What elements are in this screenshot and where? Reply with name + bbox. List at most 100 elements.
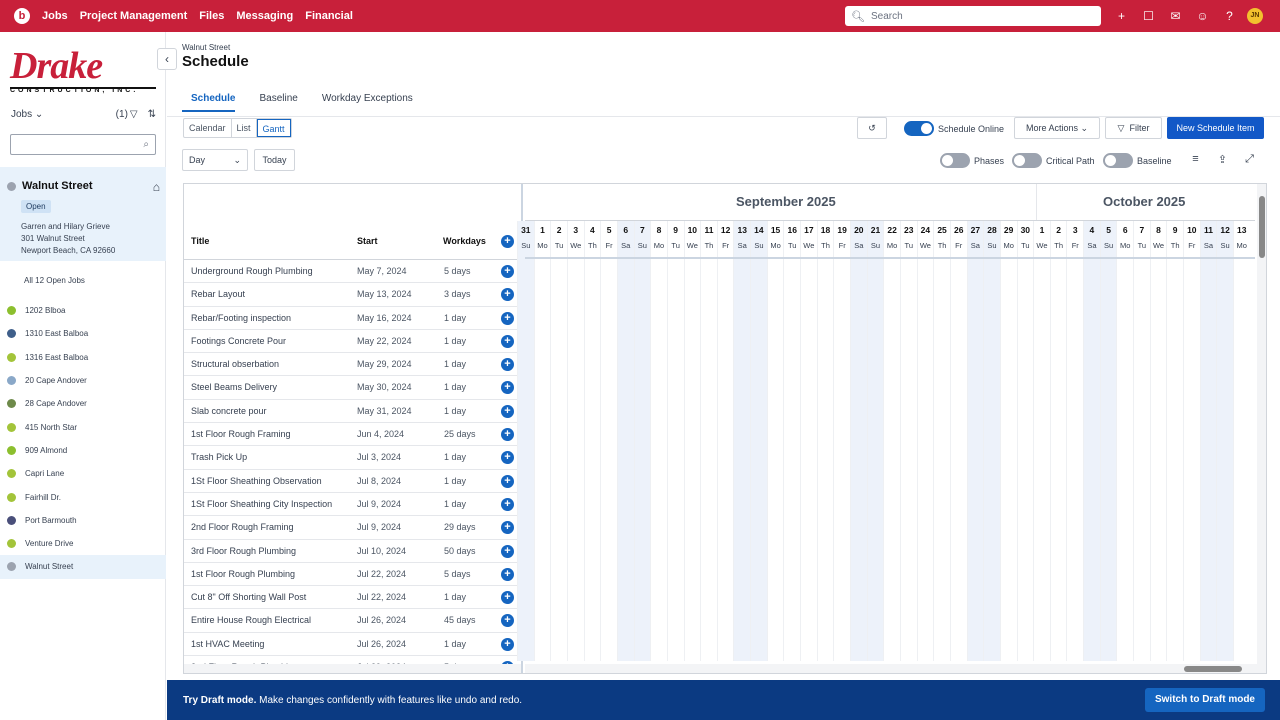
all-jobs-link[interactable]: All 12 Open Jobs [24, 276, 85, 285]
table-row[interactable]: 3rd Floor Rough Plumbing Jul 10, 2024 50 d… [184, 540, 521, 563]
gantt-horizontal-scrollbar[interactable] [525, 664, 1257, 673]
row-title[interactable]: 1St Floor Sheathing City Inspection [191, 498, 333, 509]
job-list-item[interactable]: 1310 East Balboa [0, 322, 166, 345]
row-title[interactable]: Structural obserbation [191, 359, 280, 370]
add-row-icon[interactable]: + [501, 404, 514, 418]
view-gantt[interactable]: Gantt [256, 119, 291, 137]
vertical-scrollbar[interactable] [1257, 184, 1266, 673]
table-row[interactable]: Structural obserbation May 29, 2024 1 day + [184, 353, 521, 377]
tab-workday-exceptions[interactable]: Workday Exceptions [321, 93, 413, 104]
row-title[interactable]: Rebar/Footing inspection [191, 312, 292, 323]
table-row[interactable]: Underground Rough Plumbing May 7, 2024 5 d… [184, 260, 521, 284]
add-row-icon[interactable]: + [501, 497, 514, 511]
nav-files[interactable]: Files [199, 10, 225, 22]
table-row[interactable]: Rebar/Footing inspection May 16, 2024 1 da… [184, 307, 521, 330]
add-row-icon[interactable]: + [501, 288, 514, 302]
today-button[interactable]: Today [254, 149, 295, 171]
table-row[interactable]: Steel Beams Delivery May 30, 2024 1 day + [184, 376, 521, 400]
users-icon[interactable]: ☺ [1196, 9, 1209, 23]
table-row[interactable]: 1st Floor Rough Framing Jun 4, 2024 25 day… [184, 423, 521, 447]
add-row-icon[interactable]: + [501, 614, 514, 628]
filter-button[interactable]: ▽ Filter [1105, 117, 1162, 139]
add-row-icon[interactable]: + [501, 474, 514, 488]
add-row-icon[interactable]: + [501, 358, 514, 372]
export-icon[interactable]: ⇪ [1217, 154, 1228, 166]
add-row-icon[interactable]: + [501, 428, 514, 442]
col-title-header[interactable]: Title [191, 236, 210, 246]
add-row-icon[interactable]: + [501, 451, 514, 465]
row-title[interactable]: Trash Pick Up [191, 452, 248, 463]
add-row-icon[interactable]: + [501, 334, 514, 348]
jobs-dropdown[interactable]: Jobs ⌄ [11, 109, 44, 120]
toggle-switch[interactable] [1012, 153, 1042, 168]
scroll-thumb[interactable] [1184, 666, 1242, 672]
tab-baseline[interactable]: Baseline [259, 93, 298, 104]
nav-messaging[interactable]: Messaging [236, 10, 294, 22]
phases-toggle[interactable]: Phases [940, 153, 1004, 168]
nav-jobs[interactable]: Jobs [42, 10, 68, 22]
toggle-switch[interactable] [940, 153, 970, 168]
more-actions-button[interactable]: More Actions ⌄ [1014, 117, 1100, 139]
tab-schedule[interactable]: Schedule [182, 93, 236, 112]
view-calendar[interactable]: Calendar [184, 119, 232, 137]
row-title[interactable]: Cut 8" Off Shorting Wall Post [191, 592, 307, 603]
job-list-item[interactable]: 20 Cape Andover [0, 369, 166, 392]
table-row[interactable]: Footings Concrete Pour May 22, 2024 1 day + [184, 330, 521, 354]
collapse-sidebar-button[interactable]: ‹ [157, 48, 177, 70]
table-row[interactable]: 1St Floor Sheathing City Inspection Jul 9… [184, 493, 521, 517]
row-title[interactable]: Rebar Layout [191, 289, 246, 300]
row-title[interactable]: Slab concrete pour [191, 405, 267, 416]
job-list-item[interactable]: 1316 East Balboa [0, 346, 166, 369]
app-logo-icon[interactable]: b [14, 8, 30, 24]
table-row[interactable]: Rebar Layout May 13, 2024 3 days + [184, 283, 521, 307]
add-row-icon[interactable]: + [501, 637, 514, 651]
home-icon[interactable]: ⌂ [152, 180, 160, 194]
nav-project-management[interactable]: Project Management [79, 10, 188, 22]
job-list-item[interactable]: Walnut Street [0, 555, 166, 579]
add-row-icon[interactable]: + [501, 381, 514, 395]
table-row[interactable]: Slab concrete pour May 31, 2024 1 day + [184, 400, 521, 424]
baseline-toggle[interactable]: Baseline [1103, 153, 1172, 168]
table-row[interactable]: Cut 8" Off Shorting Wall Post Jul 22, 202… [184, 586, 521, 610]
chat-icon[interactable]: ✉ [1170, 9, 1181, 23]
help-icon[interactable]: ? [1226, 9, 1233, 23]
job-list-item[interactable]: 28 Cape Andover [0, 392, 166, 415]
row-title[interactable]: 1st Floor Rough Framing [191, 429, 291, 440]
col-workdays-header[interactable]: Workdays [443, 236, 486, 246]
add-row-icon[interactable]: + [501, 311, 514, 325]
job-list-item[interactable]: 909 Almond [0, 439, 166, 462]
sort-icon[interactable]: ⇅ [147, 109, 156, 120]
current-job-card[interactable]: Walnut Street ⌂ Open Garren and Hilary G… [0, 167, 166, 261]
row-title[interactable]: Steel Beams Delivery [191, 382, 278, 393]
row-title[interactable]: 3rd Floor Rough Plumbing [191, 545, 297, 556]
history-button[interactable]: ↺ [857, 117, 887, 139]
bell-icon[interactable]: ☐ [1143, 9, 1154, 23]
add-item-icon[interactable]: + [501, 235, 514, 248]
add-row-icon[interactable]: + [501, 521, 514, 535]
job-list-item[interactable]: Port Barmouth [0, 509, 166, 532]
job-list-item[interactable]: Fairhill Dr. [0, 485, 166, 508]
table-row[interactable]: Trash Pick Up Jul 3, 2024 1 day + [184, 446, 521, 470]
zoom-select[interactable]: Day ⌄ [182, 149, 248, 171]
add-row-icon[interactable]: + [501, 544, 514, 558]
table-row[interactable]: 1st HVAC Meeting Jul 26, 2024 1 day + [184, 633, 521, 657]
switch-to-draft-button[interactable]: Switch to Draft mode [1144, 688, 1265, 712]
row-title[interactable]: Footings Concrete Pour [191, 335, 287, 346]
global-search-input[interactable]: 🔍︎ Search [845, 6, 1101, 26]
row-title[interactable]: Entire House Rough Electrical [191, 615, 312, 626]
toggle-switch[interactable] [904, 121, 934, 136]
critical-path-toggle[interactable]: Critical Path [1012, 153, 1095, 168]
row-title[interactable]: 1st Floor Rough Plumbing [191, 568, 296, 579]
row-title[interactable]: Underground Rough Plumbing [191, 266, 313, 276]
table-row[interactable]: 2nd Floor Rough Framing Jul 9, 2024 29 day… [184, 516, 521, 540]
view-list[interactable]: List [232, 119, 257, 137]
add-icon[interactable]: + [1117, 9, 1125, 23]
avatar[interactable]: JN [1247, 8, 1263, 24]
fullscreen-icon[interactable]: ⤢ [1245, 153, 1254, 165]
job-filter-button[interactable]: (1) ▽ [106, 109, 138, 120]
table-scrollbar[interactable] [184, 664, 521, 673]
job-list-item[interactable]: 415 North Star [0, 415, 166, 438]
row-title[interactable]: 1St Floor Sheathing Observation [191, 475, 322, 486]
job-list-item[interactable]: 1202 Blboa [0, 299, 166, 322]
new-schedule-item-button[interactable]: New Schedule Item [1167, 117, 1264, 139]
